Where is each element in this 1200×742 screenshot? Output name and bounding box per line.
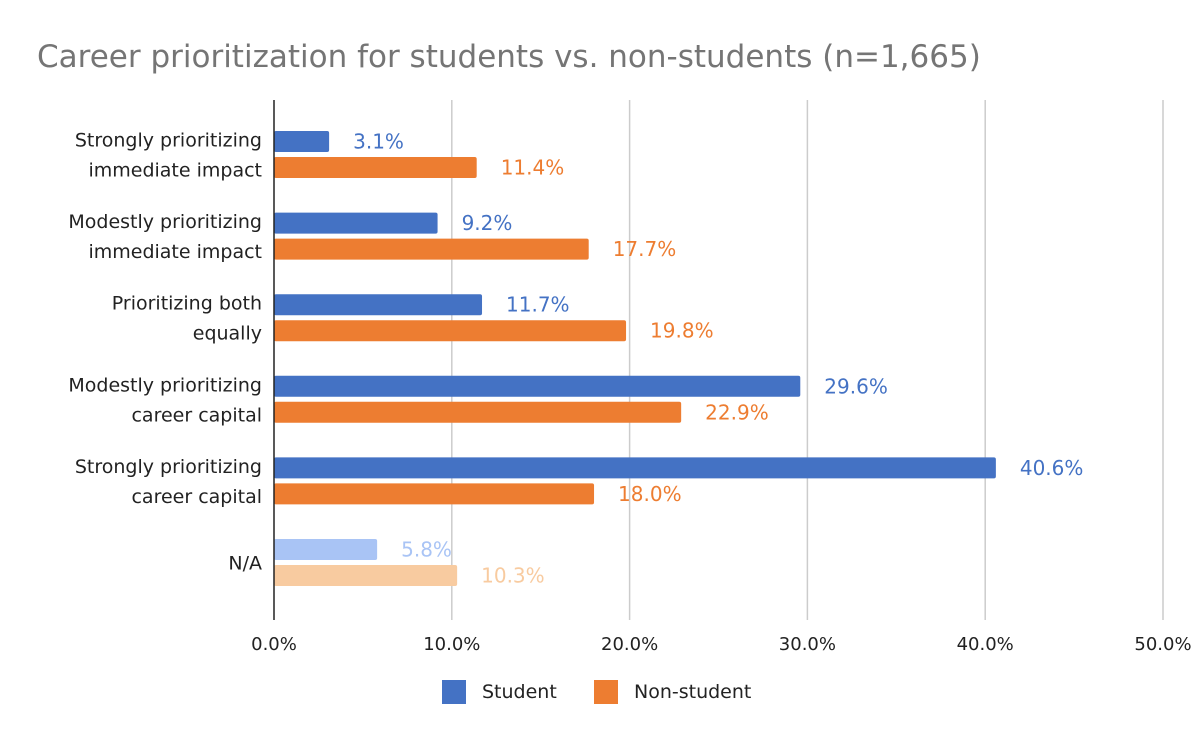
category-label: immediate impact bbox=[88, 160, 262, 182]
x-tick-labels: 0.0% 10.0% 20.0% 30.0% 40.0% 50.0% bbox=[251, 634, 1191, 655]
data-label: 22.9% bbox=[705, 400, 769, 424]
data-label: 18.0% bbox=[618, 482, 682, 506]
bar-student bbox=[274, 539, 378, 560]
bar-student bbox=[274, 212, 438, 234]
category-label: equally bbox=[193, 323, 262, 345]
bar-student bbox=[274, 294, 483, 316]
bar-student bbox=[274, 375, 801, 397]
x-tick-label: 10.0% bbox=[423, 634, 480, 655]
bar-non-student bbox=[274, 320, 627, 342]
data-label: 10.3% bbox=[481, 564, 545, 588]
category-label: N/A bbox=[228, 553, 262, 575]
category-label: Modestly prioritizing bbox=[68, 374, 262, 396]
category-label: career capital bbox=[131, 486, 262, 508]
chart-title: Career prioritization for students vs. n… bbox=[37, 39, 981, 75]
x-tick-label: 40.0% bbox=[957, 634, 1014, 655]
x-tick-label: 50.0% bbox=[1134, 634, 1191, 655]
bar-non-student bbox=[274, 483, 595, 505]
bar-non-student bbox=[274, 565, 458, 586]
data-label: 17.7% bbox=[613, 237, 677, 261]
category-label: Modestly prioritizing bbox=[68, 211, 262, 233]
bar-student bbox=[274, 131, 330, 152]
legend: Student Non-student bbox=[442, 680, 751, 704]
category-label: Prioritizing both bbox=[112, 293, 262, 315]
x-tick-label: 0.0% bbox=[251, 634, 297, 655]
legend-swatch bbox=[442, 680, 466, 704]
data-label: 40.6% bbox=[1020, 456, 1084, 480]
bar-non-student bbox=[274, 238, 589, 260]
category-label: Strongly prioritizing bbox=[75, 456, 262, 478]
bar-non-student bbox=[274, 157, 477, 178]
legend-label: Student bbox=[482, 681, 557, 703]
category-label: Strongly prioritizing bbox=[75, 130, 262, 152]
bar-student bbox=[274, 457, 996, 479]
data-labels: 3.1% 11.4% 9.2% 17.7% 11.7% 19.8% 29.6% 22.9% 40… bbox=[353, 130, 1083, 588]
category-label: career capital bbox=[131, 404, 262, 426]
legend-label: Non-student bbox=[634, 681, 751, 703]
category-label: immediate impact bbox=[88, 241, 262, 263]
bar-non-student bbox=[274, 401, 682, 423]
category-labels: Strongly prioritizing immediate impact Mod… bbox=[68, 130, 262, 575]
x-tick-label: 20.0% bbox=[601, 634, 658, 655]
data-label: 11.4% bbox=[501, 156, 565, 180]
data-label: 29.6% bbox=[824, 374, 888, 398]
x-tick-label: 30.0% bbox=[779, 634, 836, 655]
data-label: 11.7% bbox=[506, 293, 570, 317]
grid-lines bbox=[451, 100, 1164, 620]
legend-swatch bbox=[594, 680, 618, 704]
bars bbox=[274, 131, 996, 586]
data-label: 19.8% bbox=[650, 319, 714, 343]
data-label: 3.1% bbox=[353, 130, 404, 154]
data-label: 9.2% bbox=[462, 211, 513, 235]
data-label: 5.8% bbox=[401, 538, 452, 562]
